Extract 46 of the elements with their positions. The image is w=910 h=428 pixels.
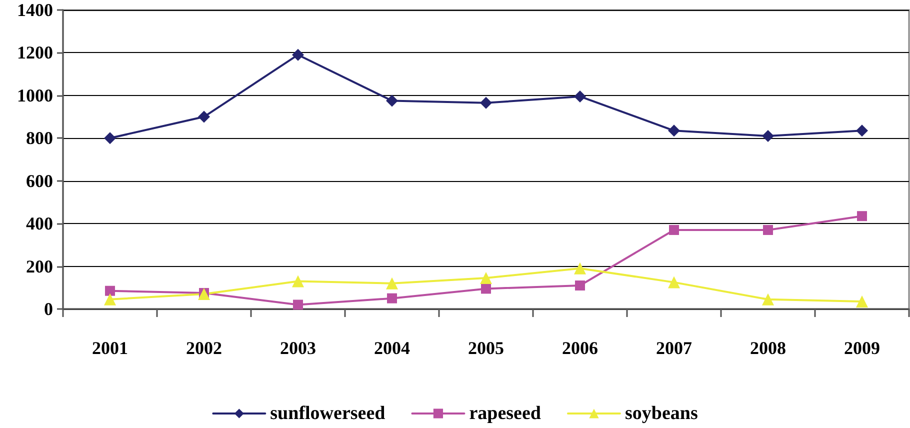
- y-tick-label: 800: [26, 128, 53, 148]
- x-tick-label: 2003: [280, 338, 316, 358]
- point: [292, 48, 304, 61]
- y-tick-label: 0: [44, 299, 53, 319]
- y-tick-label: 1200: [17, 42, 53, 63]
- point: [763, 224, 773, 235]
- x-tick-label: 2005: [468, 338, 504, 358]
- x-tick-label: 2002: [186, 338, 222, 358]
- point: [574, 262, 586, 274]
- x-tick-label: 2001: [92, 338, 128, 358]
- point: [856, 124, 868, 137]
- point: [669, 224, 679, 235]
- point: [574, 90, 586, 102]
- x-tick-label: 2004: [374, 338, 410, 358]
- point: [386, 277, 398, 290]
- point: [668, 276, 680, 288]
- x-tick-label: 2006: [562, 338, 598, 358]
- point: [198, 110, 210, 123]
- legend-label: rapeseed: [469, 403, 542, 424]
- y-tick-label: 1000: [17, 85, 53, 106]
- legend-label: sunflowerseed: [270, 403, 386, 424]
- point: [198, 288, 210, 300]
- point: [386, 94, 398, 107]
- y-tick-label: 200: [26, 256, 53, 276]
- point: [292, 275, 304, 288]
- point: [293, 300, 303, 310]
- legend-label: soybeans: [624, 403, 698, 424]
- point: [762, 130, 774, 142]
- point: [575, 280, 585, 291]
- point: [481, 284, 491, 294]
- y-tick-label: 600: [26, 170, 53, 191]
- point: [856, 296, 868, 308]
- point: [480, 272, 492, 284]
- point: [104, 293, 116, 306]
- y-tick-label: 400: [26, 214, 53, 234]
- x-tick-label: 2008: [750, 338, 786, 358]
- point: [104, 132, 116, 144]
- x-tick-label: 2009: [844, 338, 880, 358]
- y-tick-label: 1400: [17, 0, 53, 20]
- point: [762, 293, 774, 306]
- point: [480, 96, 492, 109]
- point: [387, 293, 397, 304]
- point: [105, 286, 115, 296]
- point: [668, 124, 680, 137]
- point: [857, 211, 867, 222]
- x-tick-label: 2007: [656, 338, 692, 358]
